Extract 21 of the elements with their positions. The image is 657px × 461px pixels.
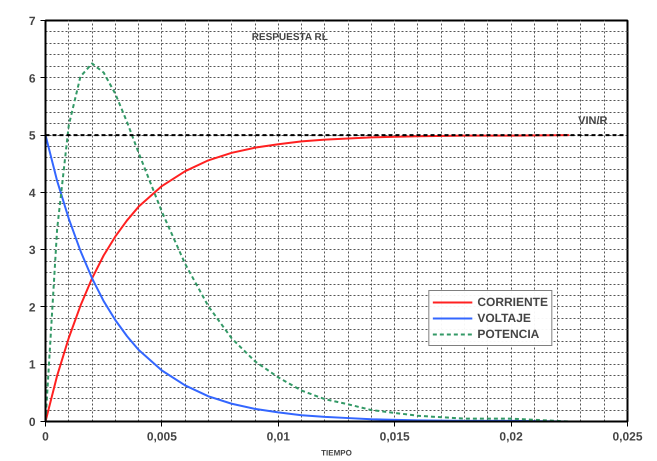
y-tick-label: 5 [28,128,36,143]
y-tick-label: 3 [28,243,36,258]
ref-line-label: VIN/R [578,115,608,128]
legend-label: CORRIENTE [477,294,548,310]
x-axis-title: TIEMPO [321,448,352,458]
legend-label: VOLTAJE [477,310,531,326]
x-tick-label: 0,005 [146,430,178,444]
x-tick-label: 0,02 [499,430,524,444]
y-tick-label: 4 [28,186,36,200]
x-tick-label: 0 [42,430,50,444]
y-tick-label: 1 [28,358,36,372]
x-tick-label: 0,025 [612,430,643,444]
line-series [46,134,570,422]
y-tick-label: 2 [28,300,36,314]
y-tick-label: 0 [28,415,36,429]
y-tick-label: 7 [28,14,36,28]
x-tick-label: 0,01 [266,430,290,444]
text: RESPUESTA RL [252,32,328,44]
x-tick-label: 0,015 [380,430,410,444]
y-tick-label: 6 [28,71,36,86]
legend-label: POTENCIA [477,326,540,342]
